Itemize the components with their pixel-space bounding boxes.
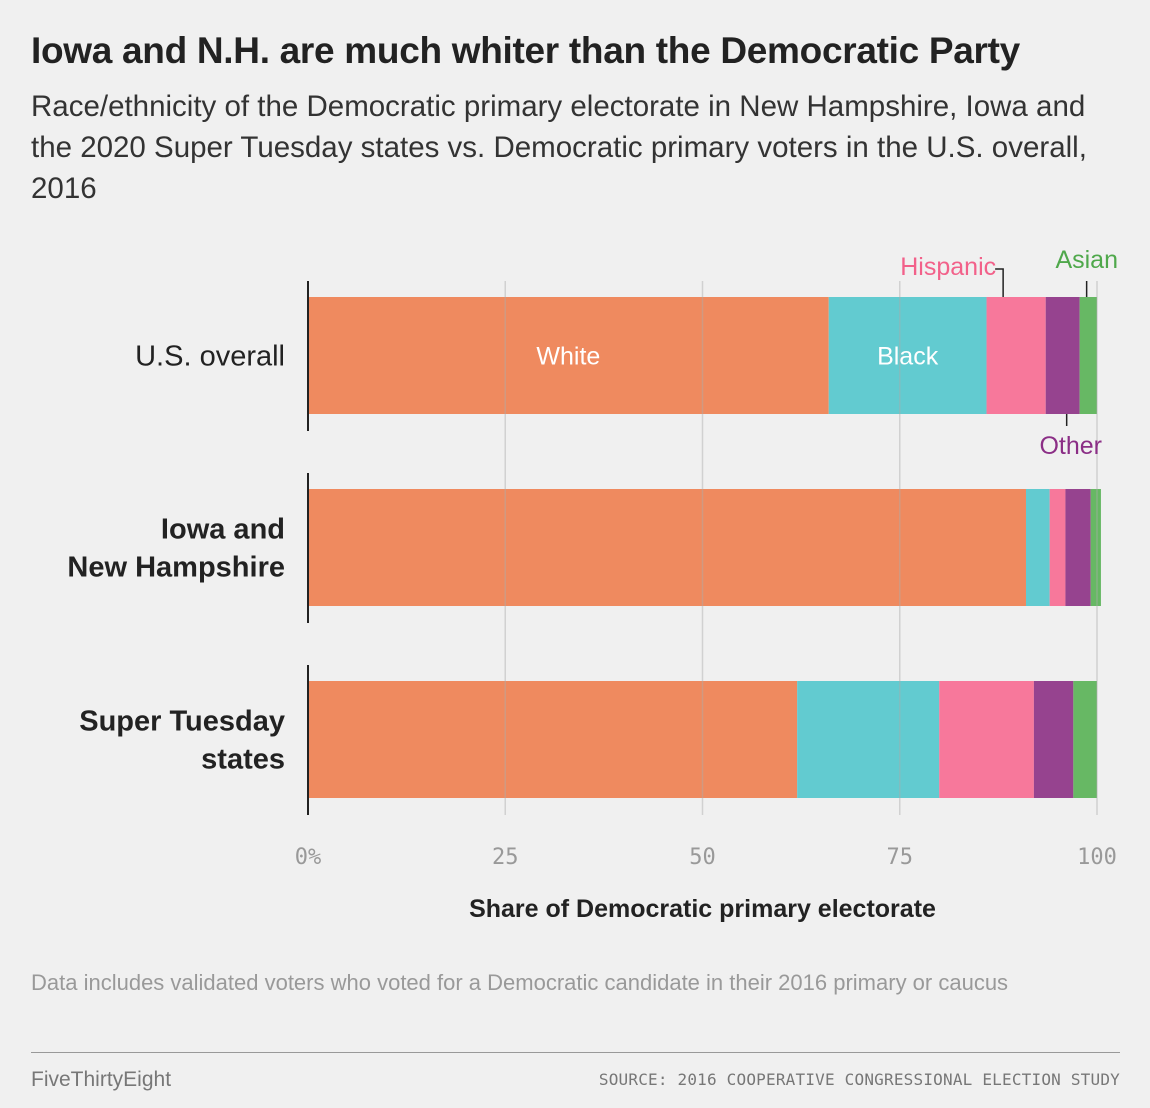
chart-subtitle: Race/ethnicity of the Democratic primary…: [31, 90, 1087, 205]
brand-name: FiveThirtyEight: [31, 1068, 172, 1091]
bar-hispanic-iowa-and-new-hampshire: [1049, 489, 1066, 606]
bar-hispanic-super-tuesday-states: [939, 681, 1034, 798]
bar-other-u-s-overall: [1045, 297, 1080, 414]
x-tick-label-100: 100: [1077, 845, 1117, 870]
bar-asian-iowa-and-new-hampshire: [1090, 489, 1101, 606]
bar-other-iowa-and-new-hampshire: [1065, 489, 1091, 606]
data-note: Data includes validated voters who voted…: [31, 970, 1009, 995]
series-label-black: Black: [877, 343, 939, 371]
x-tick-label-25: 25: [492, 845, 519, 870]
series-label-asian: Asian: [1055, 246, 1118, 274]
chart-title: Iowa and N.H. are much whiter than the D…: [31, 30, 1020, 71]
bar-asian-super-tuesday-states: [1073, 681, 1097, 798]
series-label-other: Other: [1039, 432, 1102, 460]
bar-black-u-s-overall: [828, 297, 987, 414]
bar-black-iowa-and-new-hampshire: [1025, 489, 1050, 606]
category-label-u-s-overall: U.S. overall: [135, 341, 285, 373]
x-tick-label-50: 50: [689, 845, 716, 870]
footer-divider: [31, 1052, 1120, 1053]
category-label-line: Iowa and: [161, 514, 285, 546]
series-label-white: White: [536, 343, 600, 371]
stacked-bar-chart: U.S. overall Iowa and New Hampshire Super T…: [67, 246, 1118, 923]
series-label-hispanic: Hispanic: [900, 253, 996, 281]
category-label-super-tuesday-states: Super Tuesday states: [79, 706, 285, 776]
category-label-line: states: [201, 744, 285, 776]
bar-white-u-s-overall: [308, 297, 829, 414]
category-label-iowa-and-new-hampshire: Iowa and New Hampshire: [67, 514, 285, 584]
source-credit: SOURCE: 2016 COOPERATIVE CONGRESSIONAL E…: [598, 1070, 1120, 1089]
bar-white-iowa-and-new-hampshire: [308, 489, 1026, 606]
x-tick-label-0: 0%: [295, 845, 322, 870]
hispanic-leader-line: [995, 268, 1004, 297]
bar-other-super-tuesday-states: [1033, 681, 1074, 798]
x-tick-label-75: 75: [887, 845, 914, 870]
bar-asian-u-s-overall: [1079, 297, 1097, 414]
bar-white-super-tuesday-states: [308, 681, 798, 798]
bar-black-super-tuesday-states: [797, 681, 940, 798]
category-label-line: U.S. overall: [135, 341, 285, 373]
category-label-line: Super Tuesday: [79, 706, 285, 738]
x-axis-label: Share of Democratic primary electorate: [469, 895, 936, 923]
category-label-line: New Hampshire: [67, 552, 285, 584]
bar-hispanic-u-s-overall: [986, 297, 1046, 414]
